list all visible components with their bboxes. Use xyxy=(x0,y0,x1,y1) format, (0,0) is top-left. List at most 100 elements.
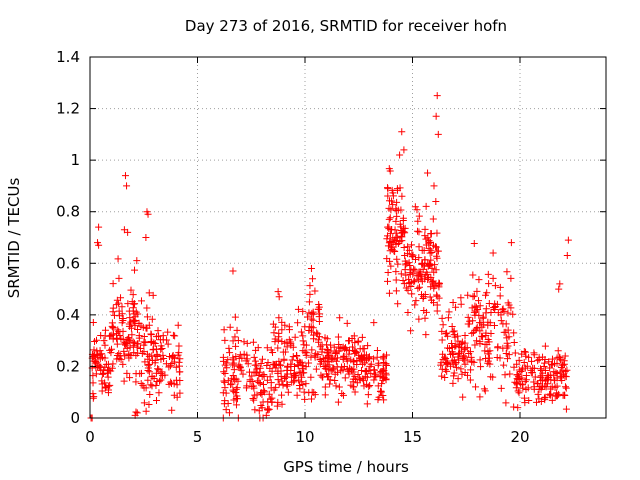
data-point xyxy=(338,389,346,397)
data-point xyxy=(250,396,258,404)
data-point xyxy=(109,308,117,316)
data-point xyxy=(412,256,420,264)
data-point xyxy=(541,355,549,363)
data-point xyxy=(315,317,323,325)
data-point xyxy=(266,364,274,372)
data-point xyxy=(461,331,469,339)
data-point xyxy=(436,280,444,288)
data-point xyxy=(380,374,388,382)
data-point xyxy=(437,359,445,367)
data-point xyxy=(449,328,457,336)
data-point xyxy=(339,344,347,352)
data-point xyxy=(259,380,267,388)
data-point xyxy=(249,394,257,402)
data-point xyxy=(256,379,264,387)
data-point xyxy=(239,370,247,378)
data-point xyxy=(117,335,125,343)
data-point xyxy=(422,235,430,243)
data-point xyxy=(481,341,489,349)
data-point xyxy=(174,321,182,329)
data-point xyxy=(102,383,110,391)
data-point xyxy=(243,339,251,347)
data-point xyxy=(108,345,116,353)
data-point xyxy=(405,259,413,267)
data-point xyxy=(396,151,404,159)
data-point xyxy=(505,333,513,341)
data-point xyxy=(231,313,239,321)
data-point xyxy=(128,331,136,339)
data-point xyxy=(90,393,98,401)
data-point xyxy=(415,315,423,323)
data-point xyxy=(335,343,343,351)
data-point xyxy=(115,307,123,315)
data-point xyxy=(258,404,266,412)
data-point xyxy=(388,243,396,251)
data-point xyxy=(221,369,229,377)
data-point xyxy=(130,339,138,347)
data-point xyxy=(142,234,150,241)
data-point xyxy=(108,364,116,372)
data-point xyxy=(393,198,401,206)
data-point xyxy=(364,391,372,399)
data-point xyxy=(510,338,518,346)
data-point xyxy=(476,340,484,348)
data-point xyxy=(414,227,422,235)
data-point xyxy=(355,374,363,382)
data-point xyxy=(331,376,339,384)
data-point xyxy=(314,330,322,338)
data-point xyxy=(89,318,97,326)
data-point xyxy=(295,368,303,376)
data-point xyxy=(548,396,556,404)
data-point xyxy=(457,300,465,308)
data-point xyxy=(467,353,475,361)
data-point xyxy=(98,387,106,395)
data-point xyxy=(505,351,513,359)
data-point xyxy=(398,128,406,136)
data-point xyxy=(408,290,416,298)
data-point xyxy=(469,271,477,279)
data-point xyxy=(275,314,283,322)
data-point xyxy=(383,255,391,263)
data-point xyxy=(134,349,142,357)
data-point xyxy=(168,354,176,362)
data-point xyxy=(375,393,383,401)
data-point xyxy=(288,356,296,364)
data-point xyxy=(472,325,480,333)
data-point xyxy=(232,394,240,402)
data-point xyxy=(379,392,387,400)
data-point xyxy=(95,223,103,231)
x-tick-label: 0 xyxy=(85,428,95,446)
data-point xyxy=(374,361,382,369)
data-point xyxy=(365,353,373,361)
data-point xyxy=(534,357,542,365)
data-point xyxy=(547,390,555,398)
data-point xyxy=(426,293,434,301)
data-point xyxy=(365,367,373,375)
data-point xyxy=(387,206,395,214)
data-point xyxy=(449,360,457,368)
data-point xyxy=(515,389,523,397)
data-point xyxy=(307,373,315,381)
data-point xyxy=(261,388,269,396)
data-point xyxy=(123,344,131,352)
data-point xyxy=(427,256,435,264)
data-point xyxy=(472,383,480,391)
data-point xyxy=(224,377,232,385)
data-point xyxy=(410,265,418,273)
data-point xyxy=(445,308,453,316)
data-point xyxy=(231,333,239,341)
data-point xyxy=(451,342,459,350)
data-point xyxy=(163,336,171,344)
data-point xyxy=(115,274,123,282)
data-point xyxy=(434,247,442,255)
data-point xyxy=(169,331,177,339)
data-point xyxy=(127,324,135,332)
data-point xyxy=(478,333,486,341)
data-point xyxy=(264,406,272,414)
data-point xyxy=(354,338,362,346)
data-point xyxy=(421,225,429,233)
data-point xyxy=(401,229,409,237)
data-point xyxy=(278,318,286,326)
data-point xyxy=(315,333,323,341)
data-point xyxy=(137,297,145,305)
